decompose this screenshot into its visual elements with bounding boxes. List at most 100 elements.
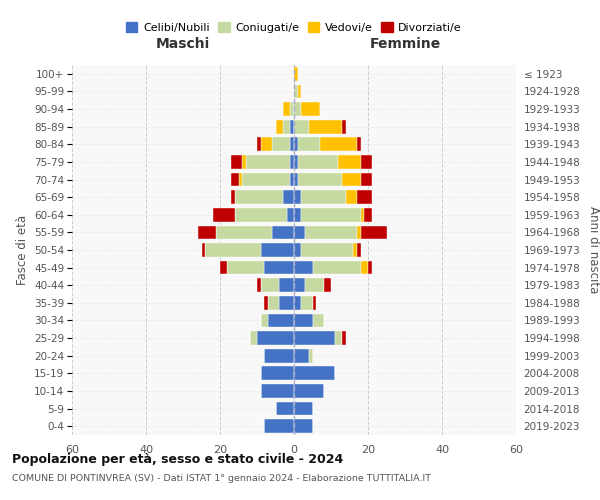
- Bar: [294, 402, 313, 415]
- Bar: [301, 296, 313, 310]
- Bar: [290, 102, 294, 116]
- Bar: [309, 120, 342, 134]
- Bar: [346, 190, 357, 204]
- Bar: [294, 67, 298, 80]
- Bar: [294, 172, 298, 186]
- Bar: [231, 155, 242, 169]
- Bar: [279, 296, 294, 310]
- Bar: [342, 120, 346, 134]
- Bar: [265, 349, 294, 362]
- Bar: [212, 208, 235, 222]
- Bar: [294, 278, 305, 292]
- Bar: [294, 366, 335, 380]
- Bar: [283, 190, 294, 204]
- Bar: [260, 384, 294, 398]
- Bar: [313, 314, 323, 328]
- Bar: [313, 260, 361, 274]
- Y-axis label: Fasce di età: Fasce di età: [16, 215, 29, 285]
- Bar: [294, 208, 301, 222]
- Bar: [301, 102, 320, 116]
- Bar: [298, 155, 338, 169]
- Bar: [260, 243, 294, 257]
- Y-axis label: Anni di nascita: Anni di nascita: [587, 206, 600, 294]
- Bar: [357, 190, 372, 204]
- Bar: [342, 331, 346, 345]
- Bar: [231, 172, 239, 186]
- Bar: [305, 278, 323, 292]
- Text: COMUNE DI PONTINVREA (SV) - Dati ISTAT 1° gennaio 2024 - Elaborazione TUTTITALIA: COMUNE DI PONTINVREA (SV) - Dati ISTAT 1…: [12, 474, 431, 483]
- Bar: [260, 138, 272, 151]
- Bar: [265, 296, 268, 310]
- Bar: [357, 138, 361, 151]
- Bar: [301, 243, 353, 257]
- Bar: [357, 243, 361, 257]
- Bar: [261, 314, 268, 328]
- Bar: [242, 155, 246, 169]
- Bar: [357, 226, 361, 239]
- Bar: [290, 138, 294, 151]
- Bar: [294, 155, 298, 169]
- Bar: [231, 190, 235, 204]
- Bar: [301, 208, 361, 222]
- Bar: [338, 155, 361, 169]
- Bar: [361, 260, 368, 274]
- Bar: [294, 384, 323, 398]
- Bar: [294, 84, 298, 98]
- Bar: [294, 102, 301, 116]
- Bar: [250, 331, 257, 345]
- Bar: [290, 155, 294, 169]
- Bar: [287, 208, 294, 222]
- Legend: Celibi/Nubili, Coniugati/e, Vedovi/e, Divorziati/e: Celibi/Nubili, Coniugati/e, Vedovi/e, Di…: [122, 18, 466, 37]
- Bar: [290, 120, 294, 134]
- Bar: [283, 120, 290, 134]
- Bar: [268, 296, 279, 310]
- Bar: [298, 172, 342, 186]
- Text: Femmine: Femmine: [370, 37, 440, 51]
- Bar: [257, 278, 260, 292]
- Bar: [298, 138, 320, 151]
- Bar: [265, 260, 294, 274]
- Bar: [220, 260, 227, 274]
- Bar: [294, 314, 313, 328]
- Bar: [246, 155, 290, 169]
- Bar: [335, 331, 342, 345]
- Bar: [283, 102, 290, 116]
- Bar: [268, 314, 294, 328]
- Bar: [323, 278, 331, 292]
- Bar: [309, 349, 313, 362]
- Bar: [320, 138, 357, 151]
- Bar: [342, 172, 361, 186]
- Bar: [239, 172, 242, 186]
- Bar: [353, 243, 357, 257]
- Bar: [227, 260, 265, 274]
- Bar: [198, 226, 217, 239]
- Text: Maschi: Maschi: [156, 37, 210, 51]
- Bar: [275, 402, 294, 415]
- Bar: [294, 331, 335, 345]
- Bar: [368, 260, 372, 274]
- Bar: [275, 120, 283, 134]
- Bar: [272, 138, 290, 151]
- Bar: [294, 420, 313, 433]
- Bar: [313, 296, 316, 310]
- Bar: [294, 243, 301, 257]
- Bar: [242, 172, 290, 186]
- Bar: [294, 120, 309, 134]
- Bar: [272, 226, 294, 239]
- Bar: [301, 190, 346, 204]
- Bar: [294, 260, 313, 274]
- Bar: [260, 278, 279, 292]
- Bar: [235, 190, 283, 204]
- Bar: [257, 331, 294, 345]
- Bar: [294, 190, 301, 204]
- Bar: [202, 243, 205, 257]
- Bar: [235, 208, 287, 222]
- Bar: [205, 243, 260, 257]
- Bar: [364, 208, 372, 222]
- Bar: [265, 420, 294, 433]
- Bar: [361, 208, 364, 222]
- Bar: [257, 138, 260, 151]
- Bar: [290, 172, 294, 186]
- Text: Popolazione per età, sesso e stato civile - 2024: Popolazione per età, sesso e stato civil…: [12, 452, 343, 466]
- Bar: [305, 226, 357, 239]
